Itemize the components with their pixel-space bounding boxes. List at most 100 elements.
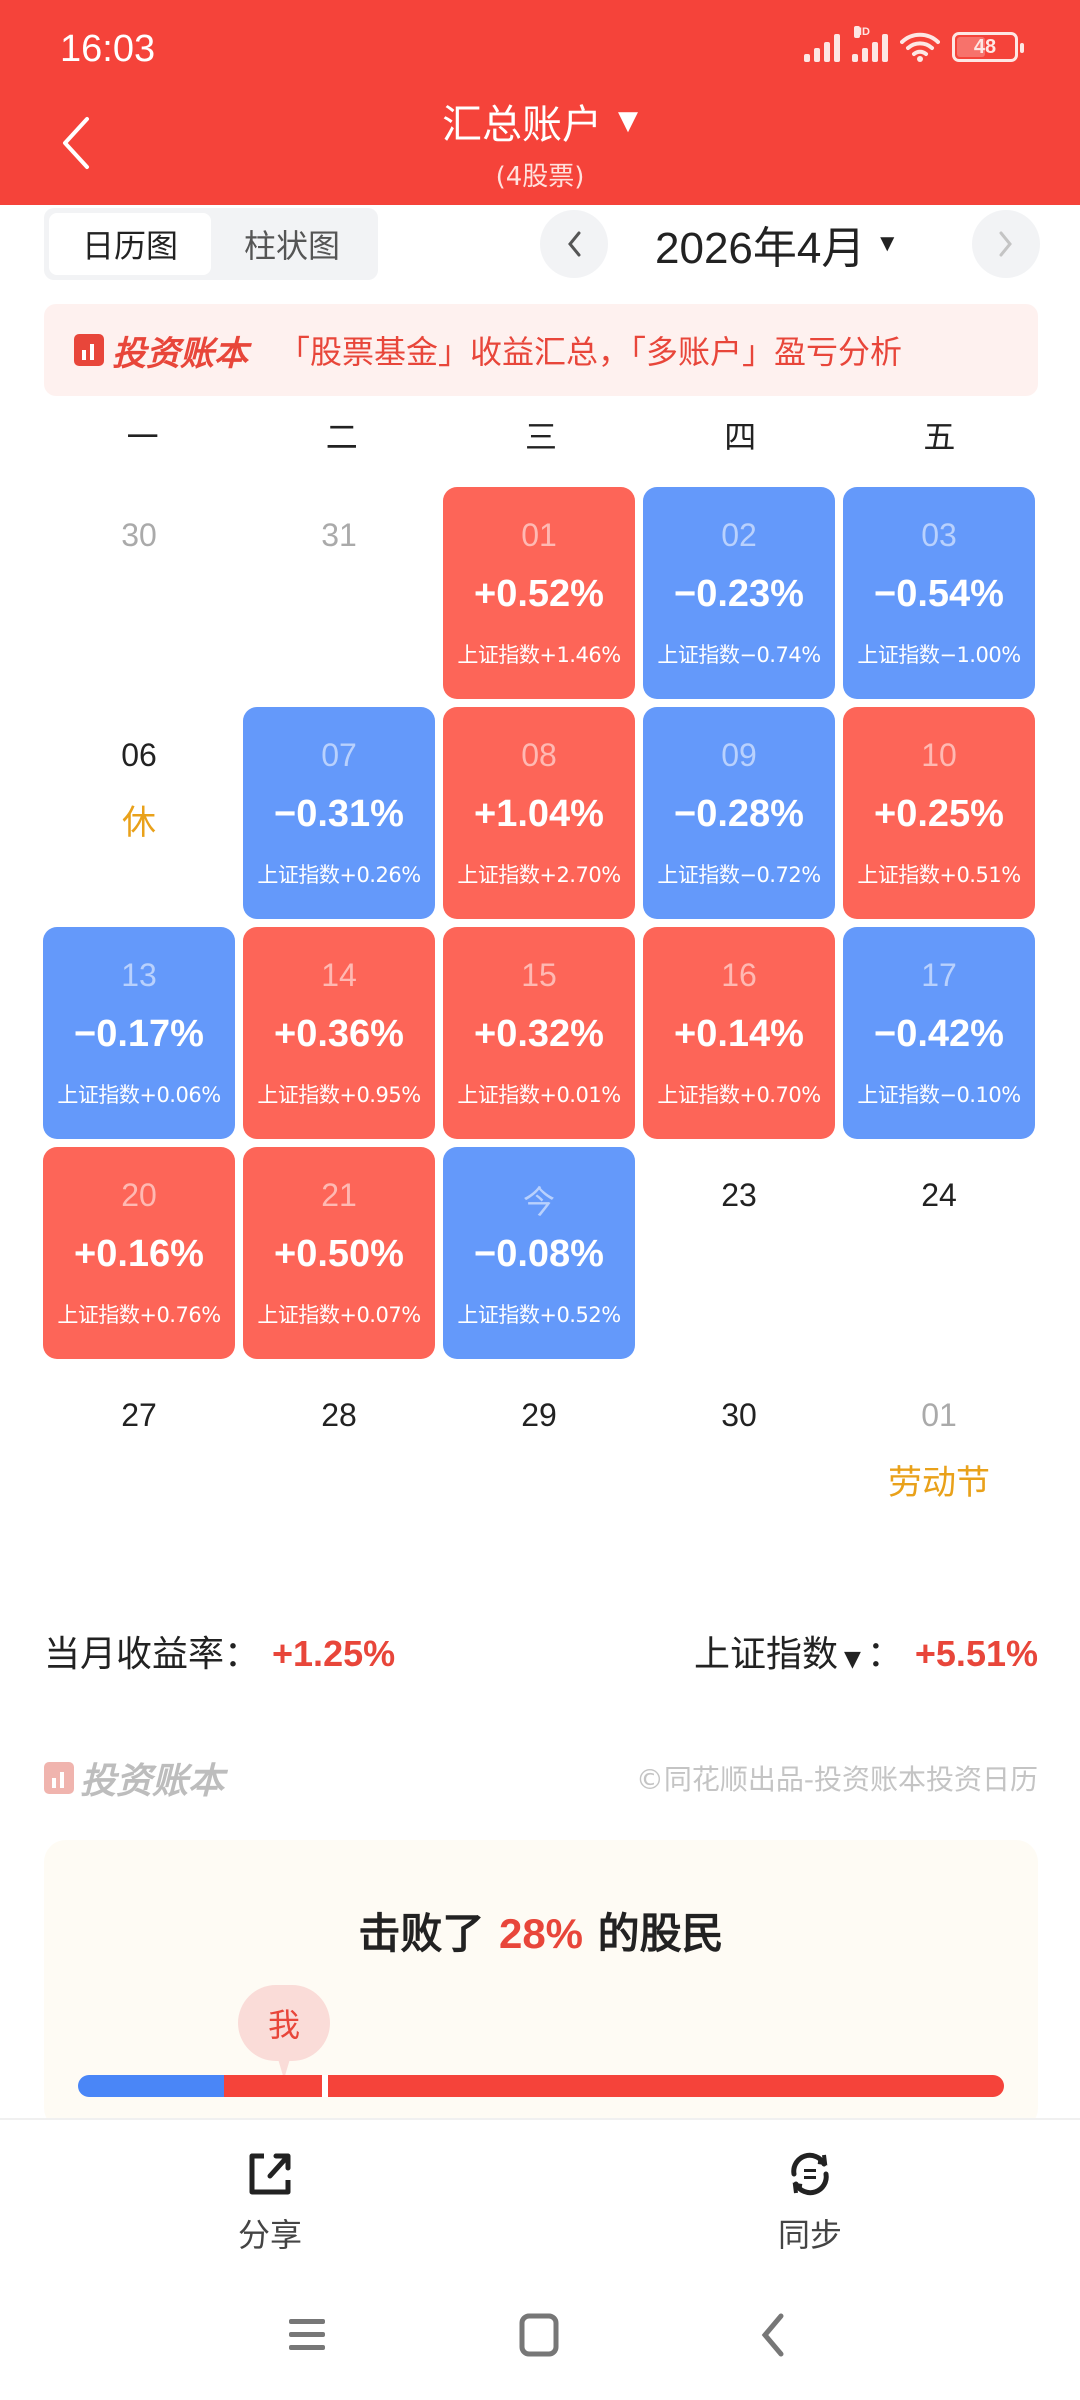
weekday-tue: 二 (325, 418, 358, 456)
calendar-day-cell[interactable]: 28 (243, 1367, 435, 1579)
share-button[interactable]: 分享 (210, 2150, 330, 2256)
calendar-day-cell[interactable]: 24 (843, 1147, 1035, 1359)
index-return: 上证指数−0.72% (657, 863, 821, 887)
day-number: 02 (721, 517, 757, 553)
daily-return: +0.50% (274, 1233, 404, 1275)
holiday-label: 劳动节 (888, 1463, 990, 1503)
daily-return: −0.54% (874, 573, 1004, 615)
bottom-action-bar: 分享 同步 (0, 2118, 1080, 2270)
calendar-day-cell[interactable]: 15 +0.32% 上证指数+0.01% (443, 927, 635, 1139)
monthly-summary: 当月收益率： +1.25% 上证指数 ▼： +5.51% (44, 1625, 1038, 1677)
holiday-label: 休 (122, 803, 156, 843)
weekday-header: 一 二 三 四 五 (43, 412, 1039, 458)
daily-return: −0.23% (674, 573, 804, 615)
calendar-day-cell[interactable]: 30 (43, 487, 235, 699)
caret-down-icon: ▼ (875, 230, 900, 257)
calendar-day-cell[interactable]: 20 +0.16% 上证指数+0.76% (43, 1147, 235, 1359)
account-switcher[interactable]: 汇总账户 ▼ (4股票) (0, 92, 1080, 193)
calendar-day-cell[interactable]: 31 (243, 487, 435, 699)
month-selector[interactable]: 2026年4月 ▼ (655, 212, 899, 276)
daily-return: +0.14% (674, 1013, 804, 1055)
caret-down-icon: ▼ (618, 106, 638, 136)
calendar-day-cell[interactable]: 30 (643, 1367, 835, 1579)
calendar-day-cell[interactable]: 02 −0.23% 上证指数−0.74% (643, 487, 835, 699)
calendar-day-cell[interactable]: 13 −0.17% 上证指数+0.06% (43, 927, 235, 1139)
calendar-day-cell[interactable]: 01 劳动节 (843, 1367, 1035, 1579)
calendar-day-cell[interactable]: 01 +0.52% 上证指数+1.46% (443, 487, 635, 699)
menu-icon (289, 2319, 325, 2350)
promo-banner[interactable]: 投资账本 「股票基金」收益汇总，「多账户」盈亏分析 (44, 304, 1038, 396)
day-number: 08 (521, 737, 557, 773)
calendar-day-cell[interactable]: 06 休 (43, 707, 235, 919)
calendar-day-cell[interactable]: 23 (643, 1147, 835, 1359)
banner-text: 「股票基金」收益汇总，「多账户」盈亏分析 (278, 333, 903, 371)
daily-return: −0.42% (874, 1013, 1004, 1055)
day-number: 14 (321, 957, 357, 993)
daily-return: +0.36% (274, 1013, 404, 1055)
index-return: 上证指数+0.51% (857, 863, 1021, 887)
day-number: 21 (321, 1177, 357, 1213)
calendar-day-cell[interactable]: 今 −0.08% 上证指数+0.52% (443, 1147, 635, 1359)
calendar-day-cell[interactable]: 17 −0.42% 上证指数−0.10% (843, 927, 1035, 1139)
calendar-day-cell[interactable]: 08 +1.04% 上证指数+2.70% (443, 707, 635, 919)
sync-icon (791, 2152, 829, 2196)
day-number: 28 (321, 1397, 357, 1433)
tab-calendar[interactable]: 日历图 (49, 213, 211, 275)
weekday-thu: 四 (724, 418, 757, 456)
day-number: 24 (921, 1177, 957, 1213)
next-month-button[interactable] (972, 210, 1040, 278)
index-return: 上证指数+0.01% (457, 1083, 621, 1107)
calendar-day-cell[interactable]: 16 +0.14% 上证指数+0.70% (643, 927, 835, 1139)
signal-hd-icon: HD (852, 26, 888, 62)
prev-month-button[interactable] (540, 210, 608, 278)
footer-logo: 投资账本 (44, 1752, 224, 1804)
ledger-icon (44, 1762, 74, 1794)
day-number: 23 (721, 1177, 757, 1213)
calendar-day-cell[interactable]: 03 −0.54% 上证指数−1.00% (843, 487, 1035, 699)
index-return: 上证指数−0.10% (857, 1083, 1021, 1107)
day-number: 10 (921, 737, 957, 773)
view-tabs: 日历图 柱状图 (44, 208, 378, 280)
weekday-mon: 一 (126, 418, 159, 456)
back-button[interactable] (50, 108, 100, 178)
home-button[interactable] (514, 2310, 564, 2360)
monthly-return-label: 当月收益率： (44, 1634, 261, 1675)
home-square-icon (519, 2313, 559, 2357)
index-return: 上证指数+0.06% (57, 1083, 221, 1107)
footer-credit: ©同花顺出品-投资账本投资日历 (635, 1763, 1038, 1796)
daily-return: −0.31% (274, 793, 404, 835)
chevron-left-icon (63, 117, 89, 169)
rank-bar (78, 2075, 1004, 2097)
day-number: 27 (121, 1397, 157, 1433)
day-number: 31 (321, 517, 357, 553)
calendar-day-cell[interactable]: 29 (443, 1367, 635, 1579)
day-number: 06 (121, 737, 157, 773)
index-return: 上证指数−0.74% (657, 643, 821, 667)
day-number: 01 (521, 517, 557, 553)
day-number: 15 (521, 957, 557, 993)
day-number: 29 (521, 1397, 557, 1433)
me-marker: 我 (238, 1985, 330, 2079)
tab-bar-chart[interactable]: 柱状图 (243, 227, 340, 265)
day-number: 07 (321, 737, 357, 773)
back-chevron-icon (761, 2313, 784, 2357)
calendar-day-cell[interactable]: 10 +0.25% 上证指数+0.51% (843, 707, 1035, 919)
rank-marker (322, 2075, 328, 2097)
page-subtitle: (4股票) (495, 162, 585, 192)
app-header: 16:03 HD 48 汇总账户 ▼ (4股票) (0, 0, 1080, 205)
index-selector[interactable]: 上证指数 ▼： +5.51% (693, 1633, 1038, 1675)
calendar-day-cell[interactable]: 07 −0.31% 上证指数+0.26% (243, 707, 435, 919)
chevron-right-icon (999, 231, 1012, 257)
day-number: 30 (721, 1397, 757, 1433)
calendar-day-cell[interactable]: 27 (43, 1367, 235, 1579)
calendar-day-cell[interactable]: 09 −0.28% 上证指数−0.72% (643, 707, 835, 919)
recents-button[interactable] (282, 2310, 332, 2360)
index-return: 上证指数+0.26% (257, 863, 421, 887)
calendar-day-cell[interactable]: 14 +0.36% 上证指数+0.95% (243, 927, 435, 1139)
daily-return: +0.52% (474, 573, 604, 615)
status-time: 16:03 (60, 28, 156, 70)
calendar-day-cell[interactable]: 21 +0.50% 上证指数+0.07% (243, 1147, 435, 1359)
sync-button[interactable]: 同步 (750, 2150, 870, 2256)
system-back-button[interactable] (748, 2310, 798, 2360)
day-number: 09 (721, 737, 757, 773)
